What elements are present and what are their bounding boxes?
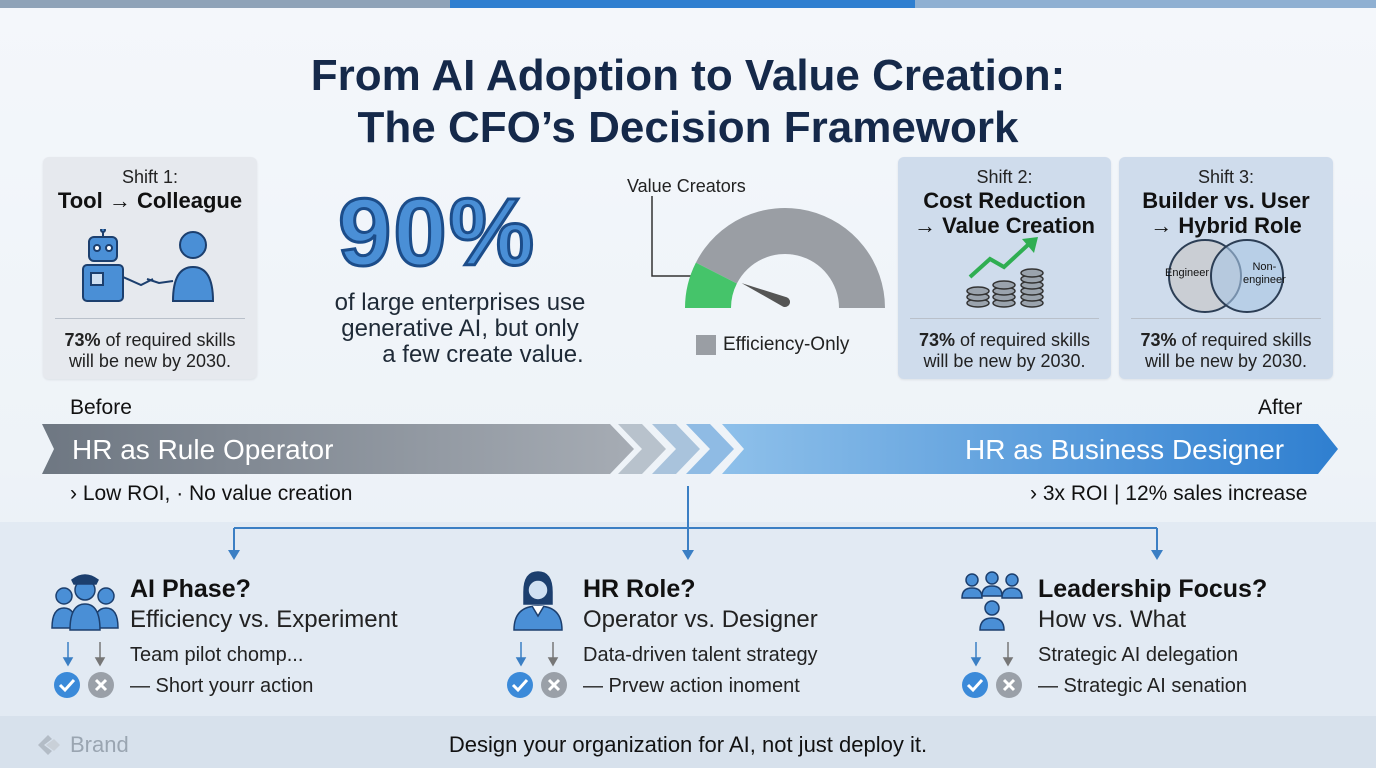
shift3-divider — [1131, 318, 1321, 319]
q1-line-1: Team pilot chomp... — [130, 644, 304, 666]
stat-value: 90% — [336, 178, 537, 288]
q3-line-1: Strategic AI delegation — [1038, 644, 1239, 666]
brand-name: Brand — [70, 732, 129, 757]
shift2-heading-2: → Value Creation — [914, 213, 1095, 238]
band-chevron-2 — [652, 424, 700, 474]
shift1-skills-text: of required skills — [100, 330, 236, 350]
before-label: Before — [70, 396, 132, 419]
shift1-skills: 73% of required skills will be new by 20… — [43, 330, 257, 372]
gauge-value-arc — [685, 262, 737, 308]
leadership-group-icon — [961, 571, 1023, 631]
q3-check-icon — [962, 672, 988, 698]
q1-subtitle: Efficiency vs. Experiment — [130, 606, 398, 633]
q3-arrows-icon — [970, 642, 1014, 667]
q1-cross-icon — [88, 672, 114, 698]
stat-line-3: a few create value. — [382, 341, 584, 368]
growth-coins-icon — [966, 237, 1044, 308]
gauge-legend: Efficiency-Only — [696, 334, 849, 356]
shift1-kicker: Shift 1: — [121, 167, 179, 187]
shift3-card: Shift 3: Builder vs. User → Hybrid Role … — [1119, 157, 1333, 379]
band-right-label: HR as Business Designer — [965, 434, 1285, 465]
gauge-legend-label: Efficiency-Only — [723, 334, 850, 355]
shift1-divider — [55, 318, 245, 319]
top-color-bar — [0, 0, 1376, 8]
q1-line-2: — Short yourr action — [130, 675, 314, 697]
venn-right-label-1: Non- — [1252, 261, 1277, 273]
shift3-skills: 73% of required skills will be new by 20… — [1119, 330, 1333, 372]
band-left-label: HR as Rule Operator — [72, 434, 334, 465]
q2-subtitle: Operator vs. Designer — [583, 606, 818, 633]
stat-line-2: generative AI, but only — [341, 315, 579, 342]
gauge-efficiency-arc — [695, 207, 885, 308]
q3-title: Leadership Focus? — [1038, 575, 1268, 603]
shift3-kicker: Shift 3: — [1197, 167, 1255, 187]
venn-right-label-2: engineer — [1243, 274, 1286, 286]
shift1-skills-line2: will be new by 2030. — [68, 351, 232, 371]
q1-check-icon — [54, 672, 80, 698]
shift2-skills-text: of required skills — [954, 330, 1091, 350]
shift1-skills-pct: 73% — [64, 330, 101, 350]
shift1-card: Shift 1: Tool → Colleague 73% of require… — [43, 157, 257, 379]
footer-bar — [0, 716, 1376, 768]
title-line-2: The CFO’s Decision Framework — [357, 103, 1019, 152]
outcome-right: › 3x ROI | 12% sales increase — [1030, 482, 1308, 505]
band-chevron-1 — [618, 424, 666, 474]
after-label: After — [1258, 396, 1303, 419]
shift3-skills-text: of required skills — [1176, 330, 1312, 350]
shift2-kicker: Shift 2: — [976, 167, 1033, 187]
q3-subtitle: How vs. What — [1038, 606, 1187, 633]
gauge-value-creators-label: Value Creators — [627, 176, 746, 196]
band-left-segment — [42, 424, 634, 474]
shift2-skills-pct: 73% — [918, 330, 955, 350]
band-chevron-3 — [686, 424, 734, 474]
q2-check-icon — [507, 672, 533, 698]
q2-title: HR Role? — [583, 575, 696, 603]
shift3-skills-line2: will be new by 2030. — [1144, 351, 1308, 371]
decision-connector-lines — [228, 486, 1163, 560]
shift1-heading: Tool → Colleague — [57, 188, 243, 213]
band-right-segment — [722, 424, 1338, 474]
shift3-skills-pct: 73% — [1140, 330, 1177, 350]
stat-line-1: of large enterprises use — [334, 289, 586, 316]
hr-person-icon — [513, 571, 563, 631]
top-bar-segment-light — [915, 0, 1376, 8]
q2-line-2: — Prvew action inoment — [583, 675, 800, 697]
gauge-legend-swatch — [696, 335, 716, 355]
venn-right-label: Non- engineer — [1243, 261, 1286, 287]
gauge-needle — [741, 283, 790, 307]
shift2-card: Shift 2: Cost Reduction → Value Creation… — [898, 157, 1111, 379]
venn-left-label: Engineer — [1165, 267, 1210, 279]
brand-logo-icon — [38, 735, 60, 755]
value-gauge — [651, 196, 885, 308]
shift2-heading-1: Cost Reduction — [923, 188, 1086, 213]
q3-cross-icon — [996, 672, 1022, 698]
shift2-skills-line2: will be new by 2030. — [923, 351, 1086, 371]
brand-logo: Brand — [36, 732, 129, 758]
title-line-1: From AI Adoption to Value Creation: — [310, 51, 1066, 100]
stat-description: of large enterprises use generative AI, … — [300, 290, 620, 368]
top-bar-segment-blue — [450, 0, 915, 8]
footer-tagline: Design your organization for AI, not jus… — [448, 732, 928, 757]
pilot-team-icon — [51, 574, 119, 631]
page-title: From AI Adoption to Value Creation: The … — [0, 50, 1376, 154]
shift3-heading-1: Builder vs. User — [1142, 188, 1310, 213]
transformation-arrow-band — [42, 424, 1338, 474]
shift2-skills: 73% of required skills will be new by 20… — [898, 330, 1111, 372]
top-bar-segment-gray — [0, 0, 450, 8]
q2-arrows-icon — [515, 642, 559, 667]
robot-handshake-icon — [82, 229, 215, 302]
venn-diagram-icon — [1168, 239, 1284, 313]
shift3-heading-2: → Hybrid Role — [1150, 213, 1302, 238]
q1-arrows-icon — [62, 642, 106, 667]
outcome-left: › Low ROI, · No value creation — [70, 482, 353, 505]
q2-line-1: Data-driven talent strategy — [583, 644, 818, 666]
q1-title: AI Phase? — [130, 575, 251, 603]
q2-cross-icon — [541, 672, 567, 698]
gauge-callout-line — [651, 196, 702, 277]
q3-line-2: — Strategic AI senation — [1038, 675, 1248, 697]
shift2-divider — [910, 318, 1099, 319]
